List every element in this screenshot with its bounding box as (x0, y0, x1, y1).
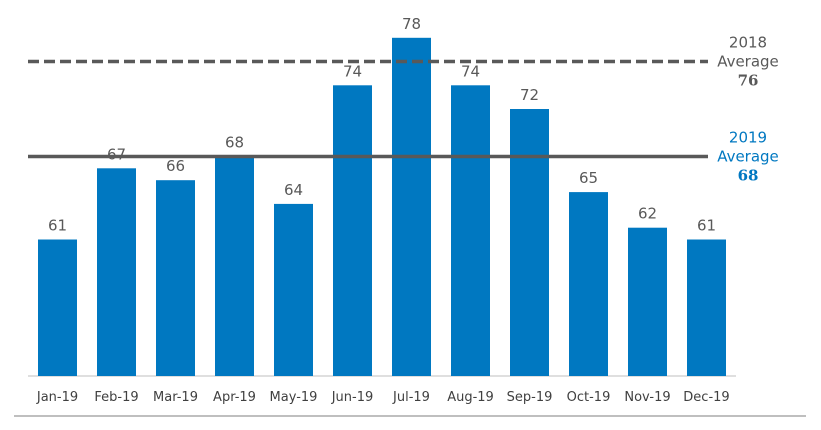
x-tick-label: Dec-19 (683, 390, 729, 405)
bar-value-label: 68 (225, 134, 244, 152)
bar-jul-19 (392, 37, 431, 377)
x-tick-label: Aug-19 (447, 390, 494, 405)
bar-value-label: 62 (638, 205, 657, 223)
bar-aug-19 (451, 85, 490, 377)
x-tick-label: Feb-19 (94, 390, 138, 405)
x-tick-label: Jun-19 (331, 390, 374, 405)
bar-value-label: 67 (107, 145, 126, 163)
bar-value-label: 72 (520, 86, 539, 104)
x-tick-label: May-19 (270, 390, 318, 405)
x-tick-label: Nov-19 (624, 390, 670, 405)
bar-feb-19 (97, 168, 136, 376)
bar-mar-19 (156, 180, 195, 376)
bar-value-label: 65 (579, 169, 598, 187)
bar-jan-19 (38, 239, 77, 376)
bar-sep-19 (510, 109, 549, 376)
bar-value-label: 78 (402, 15, 421, 33)
bar-nov-19 (628, 227, 667, 376)
bars-group (38, 37, 726, 377)
bar-value-label: 61 (48, 217, 67, 235)
x-tick-label: Jul-19 (392, 390, 430, 405)
average-year-label: 2019 (729, 129, 767, 147)
bar-apr-19 (215, 156, 254, 376)
x-tick-label: Sep-19 (507, 390, 553, 405)
bar-jun-19 (333, 85, 372, 377)
bar-value-label: 61 (697, 217, 716, 235)
x-tick-label: Oct-19 (567, 390, 611, 405)
x-tick-label: Jan-19 (36, 390, 78, 405)
bar-oct-19 (569, 192, 608, 376)
bar-may-19 (274, 203, 313, 376)
x-tick-label: Mar-19 (153, 390, 198, 405)
bar-dec-19 (687, 239, 726, 376)
bar-value-label: 74 (343, 62, 362, 80)
x-tick-label: Apr-19 (213, 390, 256, 405)
bar-value-label: 64 (284, 181, 303, 199)
average-word-label: Average (717, 53, 779, 71)
x-tick-labels-group: Jan-19 Feb-19 Mar-19 Apr-19 May-19 Jun-19 Jul-… (36, 390, 730, 405)
average-word-label: Average (717, 148, 779, 166)
bar-value-label: 74 (461, 62, 480, 80)
average-value-label: 76 (738, 72, 759, 90)
average-value-label: 68 (738, 167, 759, 185)
bar-labels-group: 61 67 66 68 64 74 78 74 72 65 62 61 (48, 15, 716, 235)
bar-value-label: 66 (166, 157, 185, 175)
average-year-label: 2018 (729, 34, 767, 52)
